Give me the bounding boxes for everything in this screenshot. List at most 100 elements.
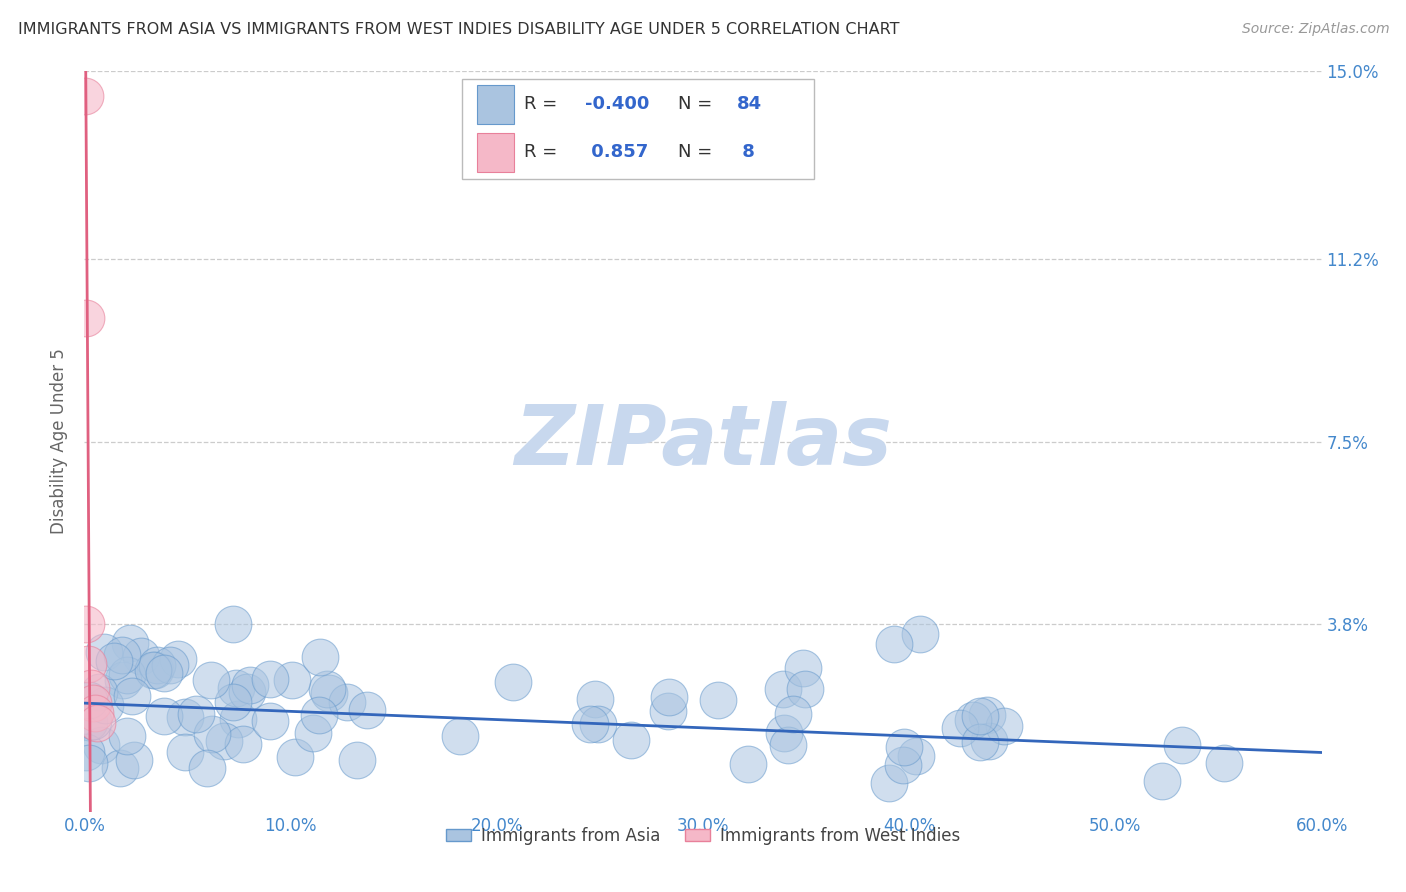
Point (908, 627, 931, 641)
Point (949, 721, 972, 735)
Point (115, 668, 138, 682)
Point (232, 737, 254, 751)
Point (318, 686, 340, 700)
Point (120, 636, 142, 650)
Point (75, 311, 97, 326)
Point (89, 685, 111, 699)
Point (346, 753, 368, 767)
Text: ZIPatlas: ZIPatlas (515, 401, 891, 482)
Point (962, 714, 984, 728)
Point (143, 663, 166, 677)
Point (792, 661, 814, 675)
Text: -0.400: -0.400 (585, 95, 650, 112)
Point (108, 761, 131, 775)
Point (502, 675, 524, 690)
Point (969, 735, 991, 749)
Point (222, 695, 245, 709)
Point (259, 672, 281, 686)
Point (336, 695, 359, 709)
Point (82, 714, 104, 729)
Point (301, 725, 323, 739)
Point (225, 681, 247, 695)
Point (77, 657, 100, 671)
Point (146, 657, 169, 672)
Point (77, 756, 100, 771)
Point (979, 733, 1001, 747)
Point (82, 696, 104, 710)
Point (969, 709, 991, 723)
Point (1171, 739, 1194, 753)
Y-axis label: Disability Age Under 5: Disability Age Under 5 (51, 349, 69, 534)
Text: IMMIGRANTS FROM ASIA VS IMMIGRANTS FROM WEST INDIES DISABILITY AGE UNDER 5 CORRE: IMMIGRANTS FROM ASIA VS IMMIGRANTS FROM … (18, 22, 900, 37)
Point (153, 666, 176, 681)
Point (153, 709, 176, 723)
Point (212, 734, 235, 748)
Point (976, 708, 998, 723)
Point (356, 704, 378, 718)
Point (308, 707, 330, 722)
Point (142, 663, 165, 677)
Point (159, 658, 181, 673)
Point (112, 673, 135, 688)
Point (117, 729, 139, 743)
Point (284, 749, 307, 764)
Point (200, 673, 222, 687)
Point (737, 757, 759, 772)
Text: 0.857: 0.857 (585, 143, 648, 161)
Point (583, 691, 606, 706)
Text: N =: N = (678, 95, 718, 112)
Point (772, 682, 794, 697)
Point (121, 689, 143, 703)
Text: 8: 8 (737, 143, 755, 161)
FancyBboxPatch shape (477, 85, 513, 124)
Text: 84: 84 (737, 95, 762, 112)
Point (259, 714, 281, 729)
FancyBboxPatch shape (477, 133, 513, 171)
Point (891, 758, 914, 772)
Point (239, 678, 262, 692)
Point (1150, 773, 1173, 788)
Text: Source: ZipAtlas.com: Source: ZipAtlas.com (1241, 22, 1389, 37)
Point (904, 749, 927, 764)
Point (93, 645, 115, 659)
Point (579, 717, 602, 731)
Point (129, 649, 152, 664)
Point (77, 714, 100, 729)
Point (235, 685, 257, 699)
Text: N =: N = (678, 143, 718, 161)
Point (222, 617, 245, 632)
Point (782, 706, 804, 721)
Point (657, 704, 679, 718)
Point (883, 637, 905, 651)
Point (79, 681, 101, 696)
Point (195, 761, 218, 775)
Point (94, 698, 117, 712)
Point (449, 730, 471, 744)
Point (309, 650, 332, 665)
Point (184, 706, 207, 721)
Text: R =: R = (523, 143, 562, 161)
Point (77, 693, 100, 707)
Point (993, 718, 1015, 732)
Point (75, 745, 97, 759)
Point (776, 738, 799, 752)
Point (83, 706, 105, 720)
Point (773, 725, 796, 739)
Point (103, 654, 125, 668)
Point (658, 690, 681, 705)
Point (794, 681, 817, 696)
Point (1212, 756, 1234, 770)
Point (167, 652, 190, 666)
Point (86, 715, 108, 730)
Point (75, 89, 97, 103)
Point (588, 717, 610, 731)
Point (707, 693, 730, 707)
Text: R =: R = (523, 95, 562, 112)
Point (877, 776, 900, 790)
Point (315, 682, 337, 697)
Point (122, 753, 145, 767)
Point (201, 727, 224, 741)
Point (110, 648, 132, 662)
Point (174, 710, 197, 724)
Point (90, 738, 112, 752)
